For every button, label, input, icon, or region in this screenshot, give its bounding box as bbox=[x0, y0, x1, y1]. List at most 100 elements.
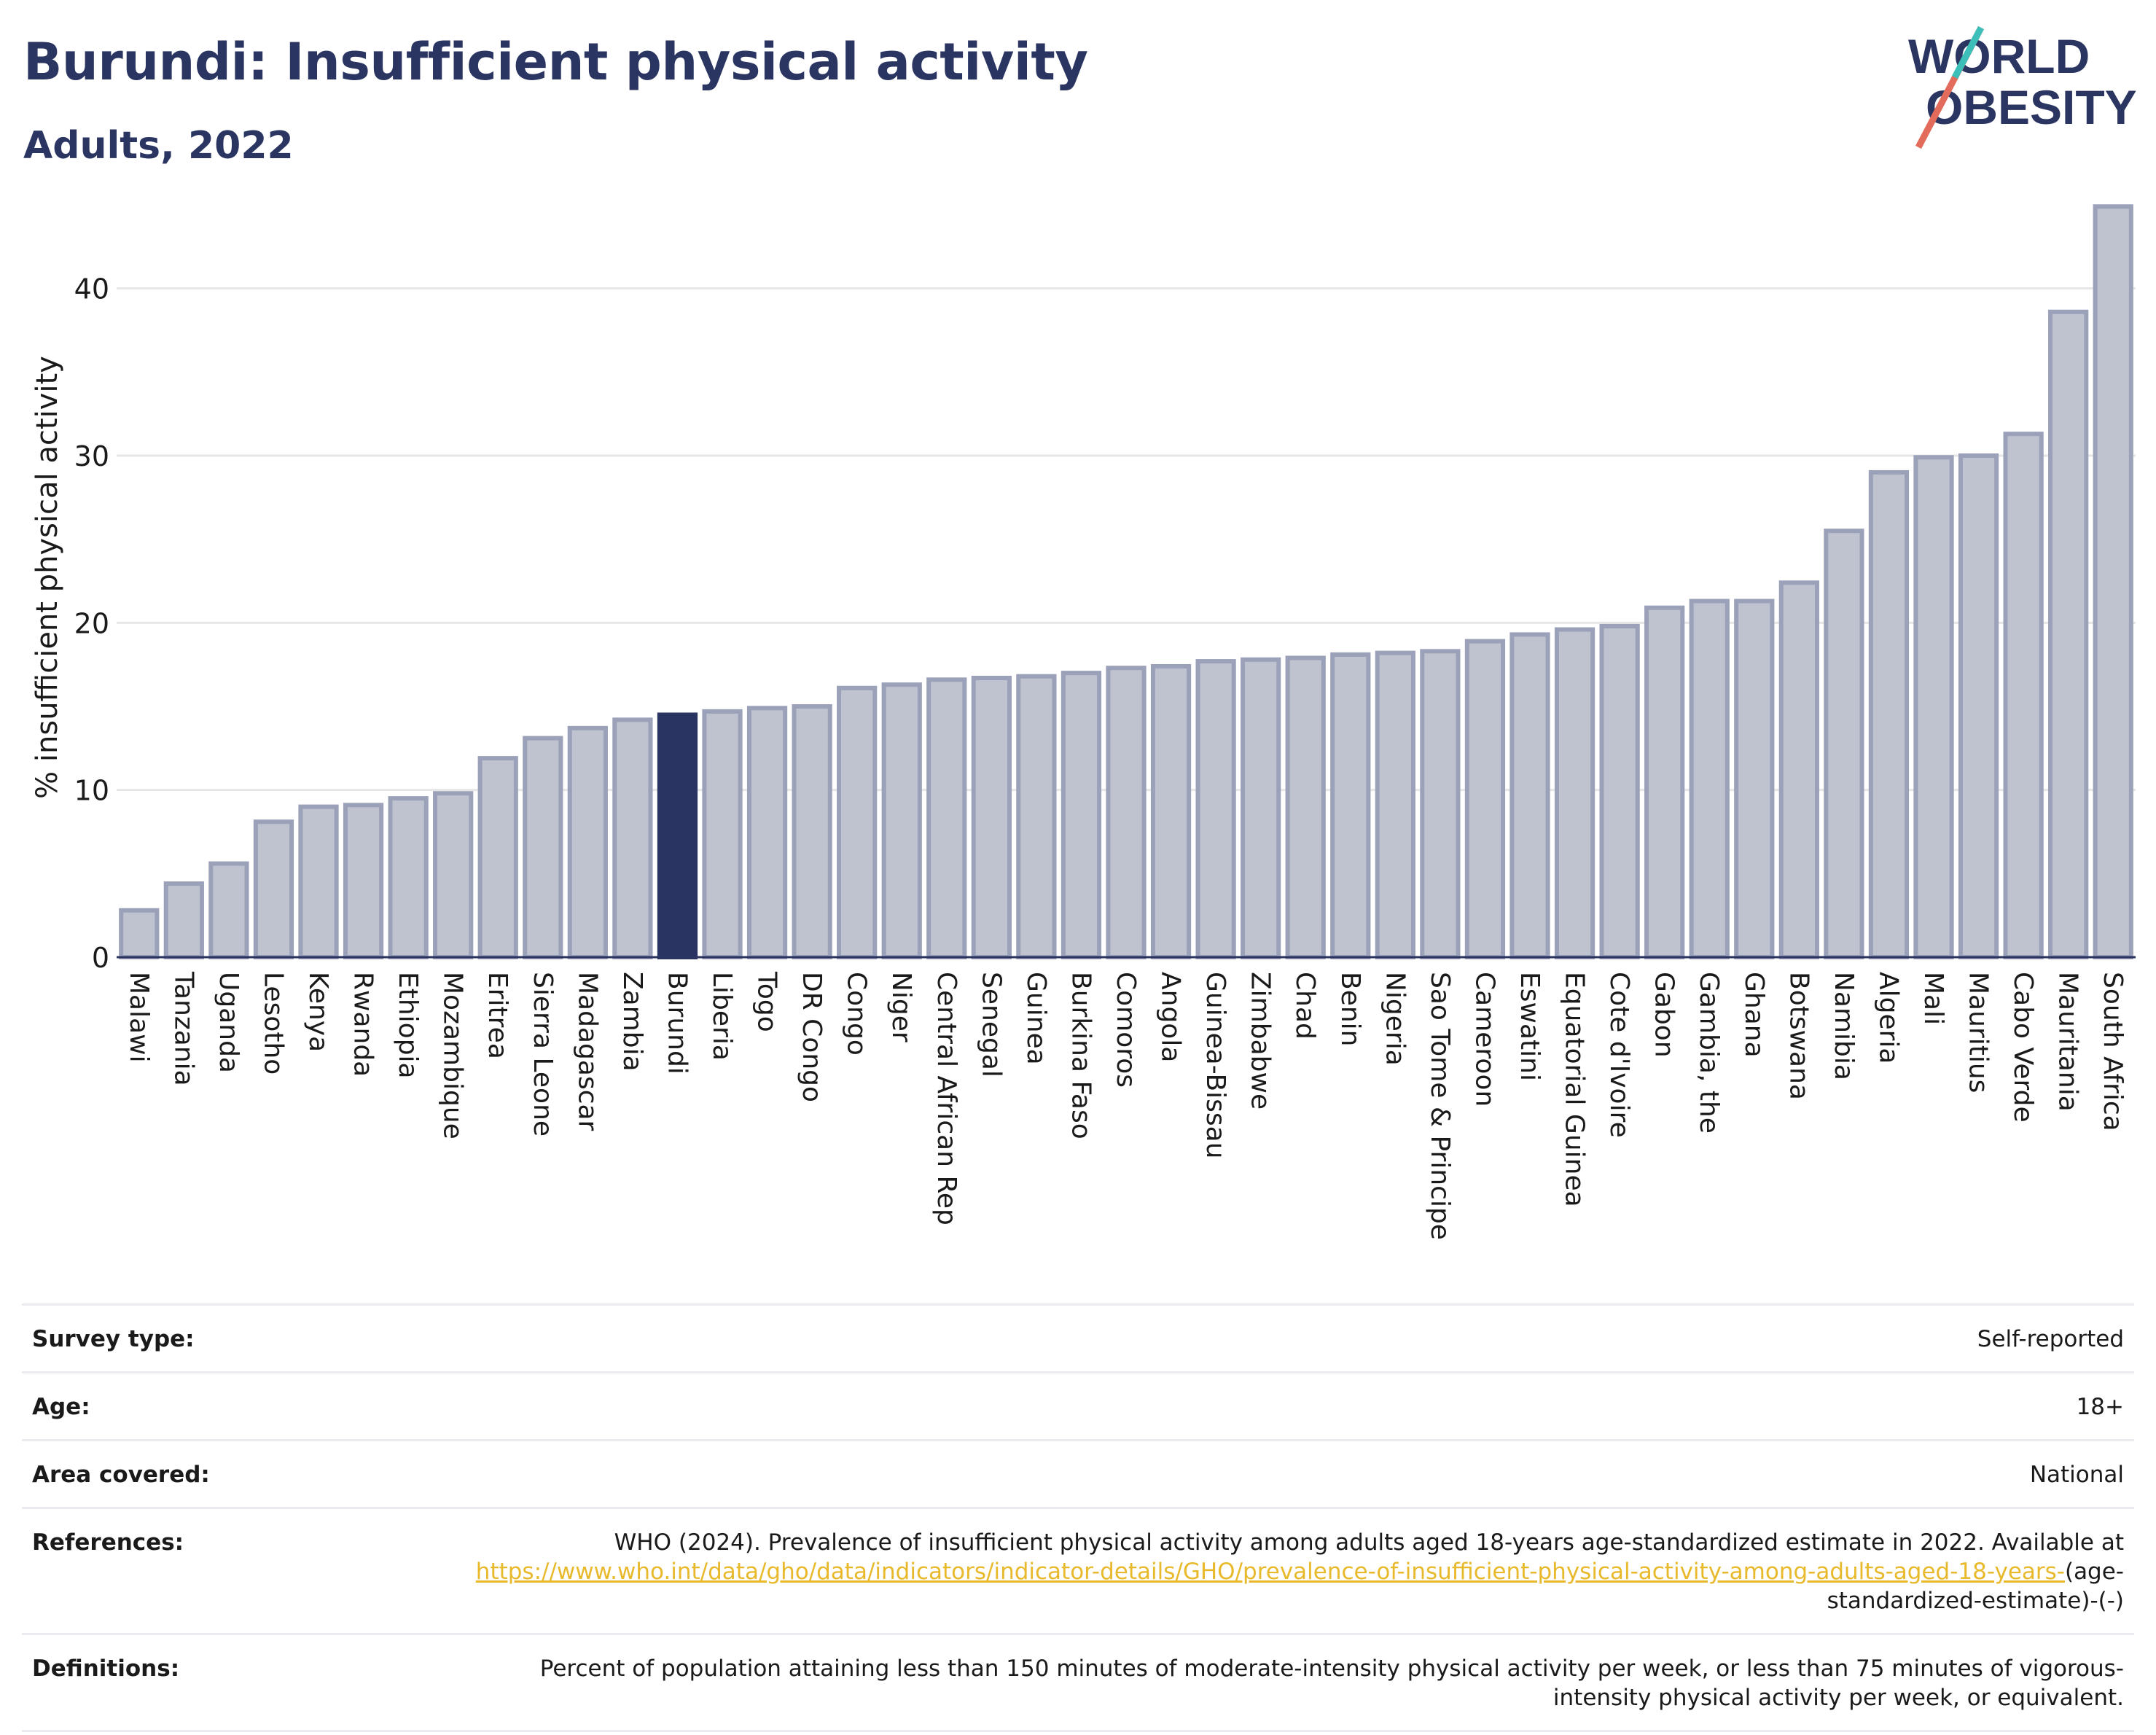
bars bbox=[119, 204, 2133, 960]
x-tick-label: Angola bbox=[1156, 972, 1186, 1062]
x-tick-label: Cote d'Ivoire bbox=[1604, 972, 1634, 1138]
age-label: Age: bbox=[22, 1371, 450, 1440]
x-tick-label: Ethiopia bbox=[393, 972, 423, 1079]
x-tick-label: Gabon bbox=[1649, 972, 1679, 1058]
x-tick-label: Congo bbox=[842, 972, 872, 1056]
x-tick-label: Malawi bbox=[124, 972, 154, 1063]
bar bbox=[1824, 529, 1864, 959]
references-text: WHO (2024). Prevalence of insufficient p… bbox=[614, 1529, 2124, 1556]
x-tick-label: Mauritania bbox=[2053, 972, 2083, 1112]
x-tick-label: Comoros bbox=[1111, 972, 1141, 1088]
x-tick-label: Togo bbox=[752, 971, 782, 1032]
bar bbox=[2093, 204, 2133, 959]
x-tick-label: Mauritius bbox=[1964, 972, 1993, 1093]
bar bbox=[1420, 649, 1461, 959]
x-tick-label: Sierra Leone bbox=[528, 972, 558, 1136]
bar bbox=[1554, 627, 1595, 959]
x-tick-label: Senegal bbox=[976, 972, 1006, 1077]
bar bbox=[1913, 455, 1954, 959]
logo-line-2: OBESITY bbox=[1926, 80, 2136, 134]
area-covered-value: National bbox=[450, 1439, 2134, 1508]
references-label: References: bbox=[22, 1507, 450, 1634]
bar bbox=[881, 682, 922, 959]
bar bbox=[523, 736, 563, 959]
y-tick-label: 20 bbox=[74, 607, 109, 639]
bar bbox=[1464, 639, 1506, 959]
x-tick-label: Tanzania bbox=[168, 971, 198, 1086]
x-tick-label: Equatorial Guinea bbox=[1560, 972, 1590, 1207]
x-tick-label: Guinea-Bissau bbox=[1200, 972, 1230, 1159]
bar bbox=[1509, 632, 1550, 959]
references-suffix: (age-standardized-estimate)-(-) bbox=[1827, 1559, 2124, 1614]
chart-title: Burundi: Insufficient physical activity bbox=[23, 32, 1088, 92]
x-tick-label: Sao Tome & Principe bbox=[1425, 972, 1455, 1240]
bar bbox=[971, 676, 1012, 959]
survey-type-value: Self-reported bbox=[450, 1303, 2134, 1373]
bar bbox=[119, 908, 160, 960]
x-tick-label: Zimbabwe bbox=[1246, 972, 1276, 1110]
x-tick-label: Burkina Faso bbox=[1066, 972, 1095, 1139]
meta-row-age: Age: 18+ bbox=[22, 1371, 2134, 1440]
x-tick-label: Lesotho bbox=[258, 972, 288, 1075]
bar bbox=[792, 704, 832, 959]
bar bbox=[1150, 663, 1192, 960]
definitions-value: Percent of population attaining less tha… bbox=[450, 1633, 2134, 1732]
bar bbox=[1061, 671, 1102, 960]
bar bbox=[746, 706, 788, 959]
x-tick-label: Eswatini bbox=[1515, 972, 1544, 1081]
references-link[interactable]: https://www.who.int/data/gho/data/indica… bbox=[475, 1559, 2065, 1585]
bar bbox=[1106, 666, 1147, 960]
bar bbox=[1958, 453, 1999, 959]
y-tick-label: 30 bbox=[74, 440, 109, 472]
bar bbox=[1868, 469, 1910, 959]
bar bbox=[1689, 599, 1730, 960]
x-tick-label: Kenya bbox=[303, 972, 333, 1052]
x-tick-label: Zambia bbox=[617, 972, 647, 1072]
y-axis-label: % insufficient physical activity bbox=[31, 356, 64, 799]
bar bbox=[567, 725, 608, 960]
meta-row-area: Area covered: National bbox=[22, 1439, 2134, 1508]
meta-row-definitions: Definitions: Percent of population attai… bbox=[22, 1633, 2134, 1732]
x-tick-label: Rwanda bbox=[348, 972, 378, 1077]
x-tick-label: Liberia bbox=[707, 972, 737, 1061]
x-tick-label: Uganda bbox=[214, 972, 243, 1073]
bar bbox=[1644, 605, 1685, 960]
x-tick-label: Madagascar bbox=[572, 972, 602, 1131]
meta-row-references: References: WHO (2024). Prevalence of in… bbox=[22, 1507, 2134, 1634]
chart-subtitle: Adults, 2022 bbox=[23, 124, 294, 168]
x-tick-label: Benin bbox=[1335, 972, 1365, 1046]
x-tick-label: Nigeria bbox=[1380, 972, 1410, 1066]
x-tick-label: Gambia, the bbox=[1694, 972, 1724, 1134]
bar bbox=[1195, 659, 1236, 960]
axes: 0 10 20 30 40 Malawi Tanzania Uganda Lesotho Keny… bbox=[74, 273, 2136, 1240]
bar bbox=[208, 861, 249, 959]
bar bbox=[1241, 657, 1281, 960]
age-value: 18+ bbox=[450, 1371, 2134, 1440]
x-tick-label: DR Congo bbox=[797, 972, 827, 1102]
bar bbox=[477, 756, 518, 959]
x-tick-label: Eritrea bbox=[483, 972, 512, 1059]
bar bbox=[837, 685, 878, 959]
bar bbox=[1285, 655, 1326, 959]
y-tick-label: 40 bbox=[74, 273, 109, 305]
x-tick-label: Botswana bbox=[1784, 972, 1813, 1100]
bar bbox=[1016, 674, 1057, 959]
bar bbox=[2003, 432, 2044, 960]
bar bbox=[433, 791, 474, 960]
bar bbox=[253, 819, 294, 959]
x-tick-label: Central African Rep bbox=[931, 972, 961, 1225]
x-tick-label: Cabo Verde bbox=[2008, 972, 2038, 1123]
x-tick-label: Cameroon bbox=[1469, 972, 1499, 1107]
x-tick-label: Burundi bbox=[662, 972, 692, 1075]
bar bbox=[612, 717, 653, 959]
x-tick-label: Mozambique bbox=[438, 972, 468, 1139]
logo-line-1: WORLD bbox=[1908, 29, 2090, 83]
bar bbox=[163, 881, 204, 959]
bar bbox=[1599, 623, 1640, 959]
x-tick-label: Namibia bbox=[1829, 972, 1859, 1080]
references-value: WHO (2024). Prevalence of insufficient p… bbox=[450, 1507, 2134, 1634]
x-tick-label: Mali bbox=[1918, 972, 1948, 1025]
y-tick-label: 0 bbox=[92, 942, 109, 974]
bar bbox=[298, 804, 339, 959]
world-obesity-logo: WORLD OBESITY bbox=[1908, 26, 2136, 149]
